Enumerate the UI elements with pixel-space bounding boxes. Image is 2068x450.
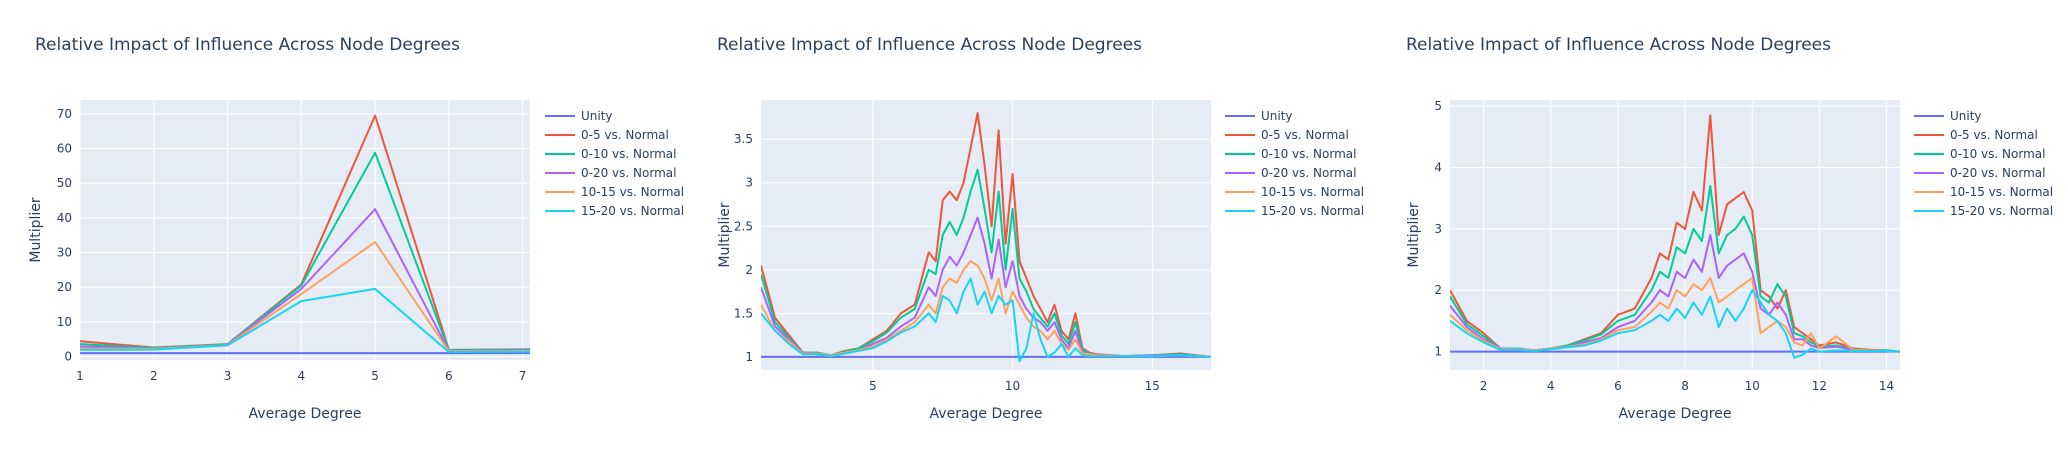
y-axis-title: Multiplier bbox=[717, 202, 733, 268]
x-tick-label: 6 bbox=[445, 369, 453, 383]
legend-entry[interactable]: 0-20 vs. Normal bbox=[1950, 166, 2045, 180]
legend-entry[interactable]: 0-10 vs. Normal bbox=[1950, 147, 2045, 161]
chart-svg: Relative Impact of Influence Across Node… bbox=[28, 35, 684, 422]
series-line bbox=[761, 277, 1211, 363]
x-tick-label: 6 bbox=[1614, 379, 1622, 393]
y-tick-label: 10 bbox=[57, 315, 72, 329]
y-tick-label: 2 bbox=[1434, 283, 1442, 297]
y-tick-label: 3.5 bbox=[734, 132, 753, 146]
x-tick-label: 10 bbox=[1745, 379, 1760, 393]
x-tick-label: 4 bbox=[297, 369, 305, 383]
y-tick-label: 1.5 bbox=[734, 306, 753, 320]
chart-panel-3: Relative Impact of Influence Across Node… bbox=[1378, 0, 2068, 450]
x-tick-label: 10 bbox=[1005, 379, 1020, 393]
y-tick-label: 2 bbox=[745, 263, 753, 277]
x-tick-label: 1 bbox=[76, 369, 84, 383]
legend-entry[interactable]: 0-5 vs. Normal bbox=[581, 128, 669, 142]
legend-entry[interactable]: Unity bbox=[1261, 109, 1293, 123]
y-tick-label: 70 bbox=[57, 107, 72, 121]
x-tick-label: 3 bbox=[224, 369, 232, 383]
y-tick-label: 60 bbox=[57, 142, 72, 156]
chart-panel-2: Relative Impact of Influence Across Node… bbox=[689, 0, 1378, 450]
y-tick-label: 30 bbox=[57, 246, 72, 260]
plot-background bbox=[761, 100, 1211, 370]
y-axis-title: Multiplier bbox=[1406, 202, 1422, 268]
y-tick-label: 5 bbox=[1434, 99, 1442, 113]
x-axis-title: Average Degree bbox=[930, 406, 1043, 422]
y-tick-label: 20 bbox=[57, 280, 72, 294]
x-tick-label: 4 bbox=[1547, 379, 1555, 393]
plot-background bbox=[1450, 100, 1900, 370]
y-tick-label: 2.5 bbox=[734, 219, 753, 233]
x-tick-label: 5 bbox=[371, 369, 379, 383]
x-tick-label: 12 bbox=[1812, 379, 1827, 393]
x-axis-title: Average Degree bbox=[249, 406, 362, 422]
y-tick-label: 0 bbox=[64, 350, 72, 364]
legend-entry[interactable]: 10-15 vs. Normal bbox=[581, 185, 684, 199]
y-tick-label: 40 bbox=[57, 211, 72, 225]
legend-entry[interactable]: 0-20 vs. Normal bbox=[1261, 166, 1356, 180]
series-group bbox=[1450, 114, 1900, 359]
legend-entry[interactable]: 0-10 vs. Normal bbox=[1261, 147, 1356, 161]
legend-entry[interactable]: 0-10 vs. Normal bbox=[581, 147, 676, 161]
x-tick-label: 7 bbox=[519, 369, 527, 383]
y-tick-label: 1 bbox=[745, 350, 753, 364]
series-line bbox=[1450, 289, 1900, 359]
legend-entry[interactable]: Unity bbox=[1950, 109, 1982, 123]
legend-entry[interactable]: 0-20 vs. Normal bbox=[581, 166, 676, 180]
legend-entry[interactable]: 15-20 vs. Normal bbox=[1950, 204, 2053, 218]
y-tick-label: 1 bbox=[1434, 345, 1442, 359]
chart-title: Relative Impact of Influence Across Node… bbox=[35, 35, 460, 55]
chart-svg: Relative Impact of Influence Across Node… bbox=[717, 35, 1364, 422]
x-tick-label: 2 bbox=[150, 369, 158, 383]
series-line bbox=[761, 168, 1211, 358]
x-tick-label: 2 bbox=[1480, 379, 1488, 393]
series-group bbox=[80, 114, 530, 355]
y-tick-label: 3 bbox=[1434, 222, 1442, 236]
x-tick-label: 8 bbox=[1681, 379, 1689, 393]
chart-svg: Relative Impact of Influence Across Node… bbox=[1406, 35, 2053, 422]
y-tick-label: 3 bbox=[745, 176, 753, 190]
y-tick-label: 4 bbox=[1434, 161, 1442, 175]
x-tick-label: 5 bbox=[869, 379, 877, 393]
legend-entry[interactable]: 0-5 vs. Normal bbox=[1261, 128, 1349, 142]
legend-entry[interactable]: 0-5 vs. Normal bbox=[1950, 128, 2038, 142]
legend-entry[interactable]: 10-15 vs. Normal bbox=[1261, 185, 1364, 199]
y-axis-title: Multiplier bbox=[28, 197, 44, 263]
legend-entry[interactable]: 15-20 vs. Normal bbox=[581, 204, 684, 218]
x-axis-title: Average Degree bbox=[1619, 406, 1732, 422]
legend-entry[interactable]: 15-20 vs. Normal bbox=[1261, 204, 1364, 218]
series-line bbox=[80, 287, 530, 353]
x-tick-label: 14 bbox=[1879, 379, 1894, 393]
series-group bbox=[761, 112, 1211, 363]
chart-title: Relative Impact of Influence Across Node… bbox=[717, 35, 1142, 55]
legend-entry[interactable]: Unity bbox=[581, 109, 613, 123]
x-tick-label: 15 bbox=[1145, 379, 1160, 393]
plot-background bbox=[80, 100, 530, 360]
chart-title: Relative Impact of Influence Across Node… bbox=[1406, 35, 1831, 55]
y-tick-label: 50 bbox=[57, 176, 72, 190]
legend-entry[interactable]: 10-15 vs. Normal bbox=[1950, 185, 2053, 199]
chart-panel-1: Relative Impact of Influence Across Node… bbox=[0, 0, 689, 450]
